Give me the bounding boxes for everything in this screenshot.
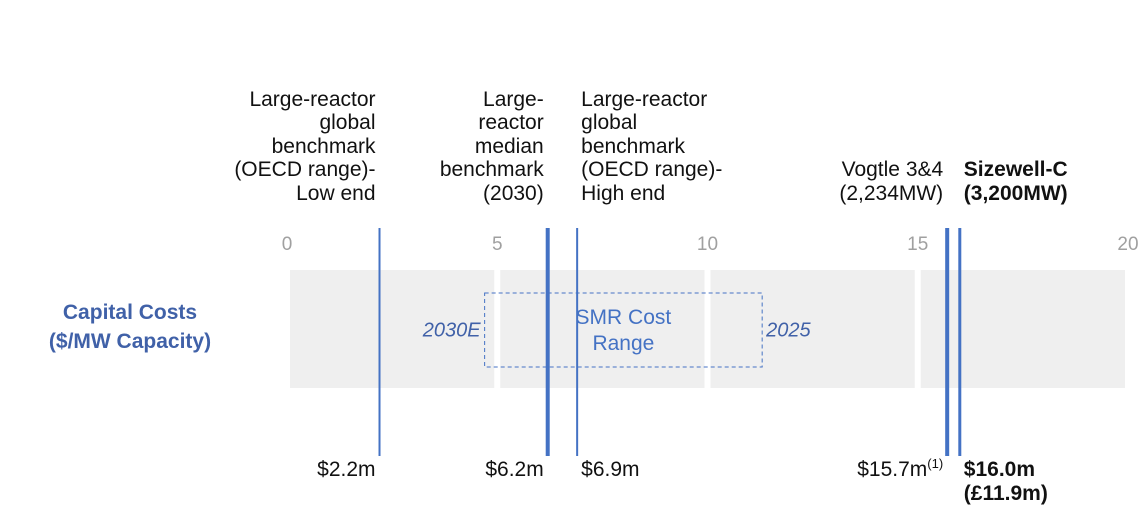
value-label-text: $16.0m [963, 458, 1036, 481]
marker-label: Large-reactor median benchmark (2030) [439, 87, 544, 205]
x-tick-label: 0 [282, 234, 293, 255]
value-label: $16.0m (£11.9m) [964, 458, 1048, 505]
x-tick-label: 5 [492, 234, 503, 255]
x-tick-label: 10 [697, 234, 718, 255]
y-label-line: ($/MW Capacity) [48, 330, 212, 353]
range-label-line: SMR Cost [576, 306, 672, 329]
alt-value-label: (£11.9m) [963, 481, 1048, 505]
range-high-label: 2025 [765, 319, 811, 341]
marker-label: Large-reactor global benchmark (OECD ran… [234, 87, 376, 205]
value-label: $15.7m(1) [857, 456, 944, 482]
value-label-text: $6.2m [485, 458, 544, 481]
range-label: SMR Cost Range [576, 306, 672, 355]
x-tick-label: 15 [907, 234, 928, 255]
smr-range [484, 292, 763, 368]
marker-label: Sizewell-C (3,200MW) [963, 158, 1068, 205]
y-label-line: Capital Costs [62, 301, 198, 324]
x-tick-label: 20 [1117, 234, 1138, 255]
marker-label: Vogtle 3&4 (2,234MW) [839, 158, 944, 205]
value-label: $6.9m [581, 458, 639, 482]
range-label-line: Range [592, 332, 654, 355]
range-low-label: 2030E [422, 319, 481, 341]
value-label-text: $6.9m [581, 458, 640, 481]
value-label-text: $15.7m [857, 458, 928, 481]
value-label: $2.2m [317, 458, 375, 482]
value-label-text: $2.2m [317, 458, 376, 481]
footnote-mark: (1) [927, 456, 944, 471]
y-axis-label: Capital Costs ($/MW Capacity) [20, 298, 240, 356]
value-label: $6.2m [485, 458, 543, 482]
marker-label: Large-reactor global benchmark (OECD ran… [581, 87, 723, 205]
